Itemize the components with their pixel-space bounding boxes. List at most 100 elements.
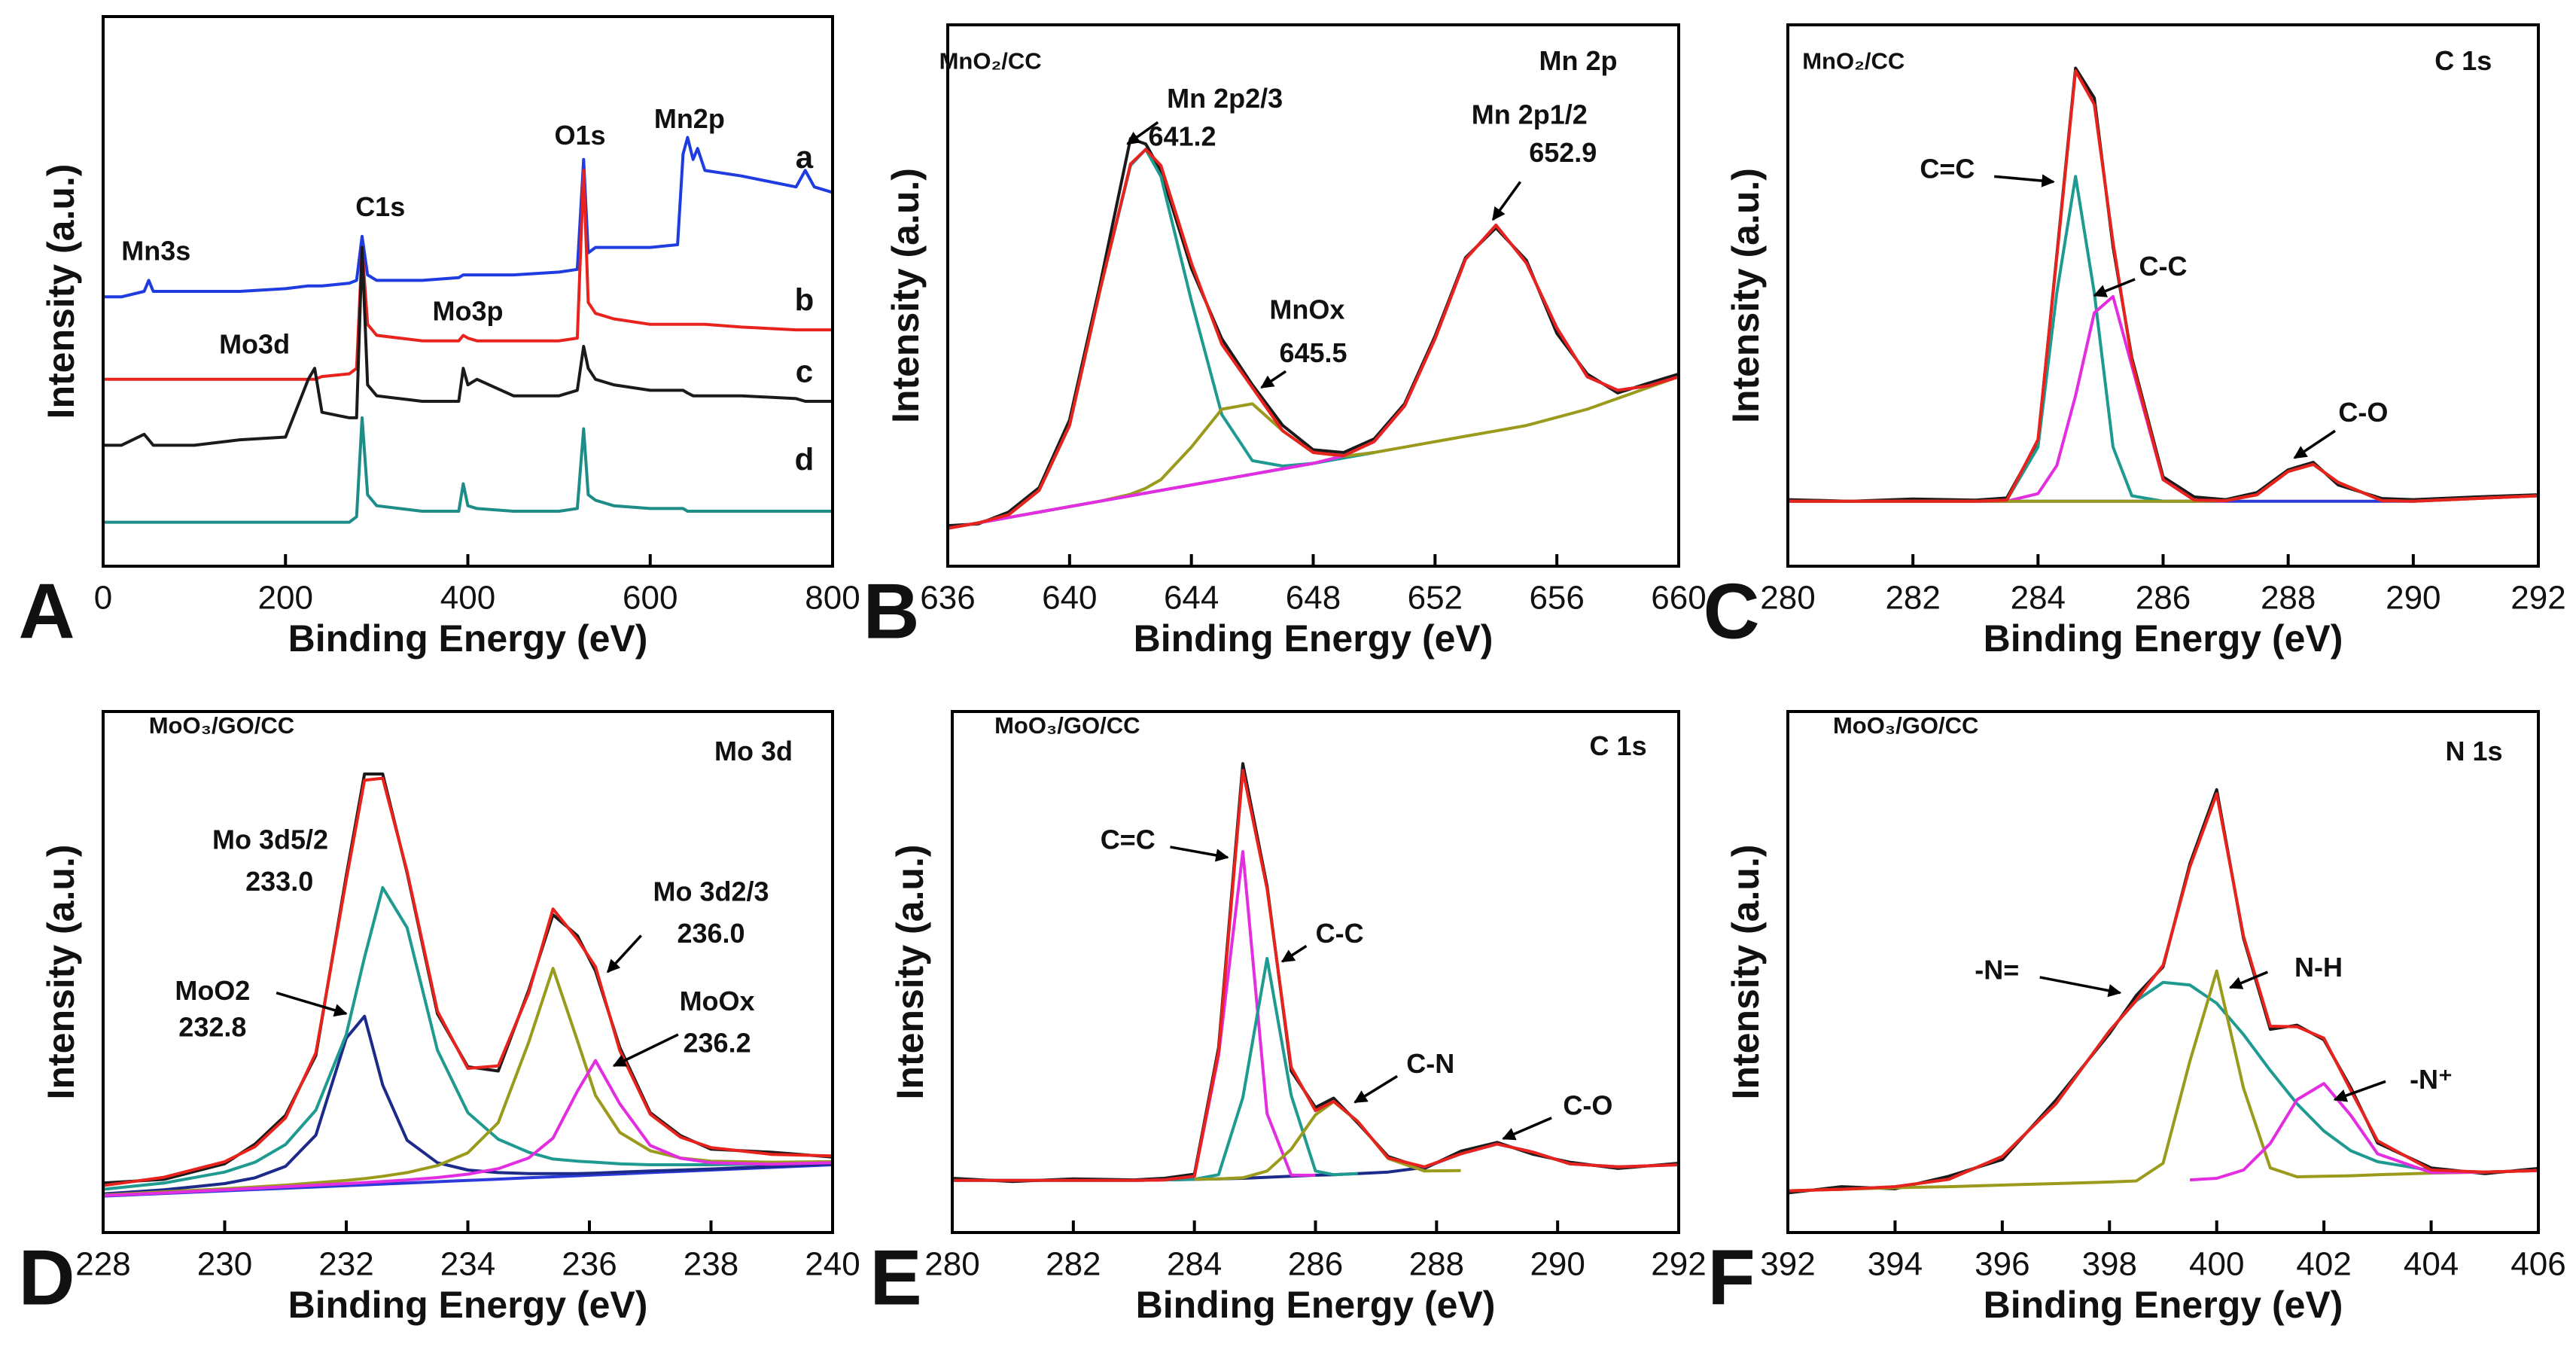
y-axis-label: Intensity (a.u.) [1725, 845, 1767, 1100]
x-tick-label: 800 [805, 580, 860, 617]
annotation: Mn 2p1/2 [1472, 99, 1588, 130]
annotation: C-O [2338, 397, 2388, 428]
annotation: MoO2 [175, 975, 250, 1006]
panel-letter: D [18, 1234, 75, 1321]
annotation: -N⁺ [2410, 1064, 2453, 1095]
annotation-arrow [1353, 1074, 1398, 1104]
x-tick-label: 292 [2511, 580, 2565, 617]
spectrum-line [1975, 175, 2194, 503]
y-axis-label: Intensity (a.u.) [885, 168, 927, 423]
annotation-arrow [1126, 120, 1159, 145]
spectrum-line [102, 1014, 833, 1196]
x-tick-label: 288 [1409, 1246, 1464, 1283]
spectrum-line [947, 224, 1679, 530]
x-tick-label: 236 [562, 1246, 617, 1283]
annotation: Mn3s [121, 235, 190, 266]
annotation: MnOx [1269, 294, 1344, 325]
spectrum-line [2189, 1082, 2539, 1182]
annotation: 233.0 [245, 866, 313, 897]
annotation-arrow [2093, 278, 2136, 297]
x-tick-label: 660 [1651, 580, 1706, 617]
spectrum-line [103, 416, 833, 524]
annotation: 652.9 [1529, 137, 1597, 168]
spectrum-line [1787, 969, 2539, 1193]
annotation: N-H [2294, 952, 2343, 983]
series-label: d [795, 441, 815, 477]
y-axis-label: Intensity (a.u.) [889, 845, 931, 1100]
annotation-arrow [1170, 846, 1229, 862]
panel-letter: E [869, 1234, 921, 1321]
spectrum-line [1787, 792, 2539, 1193]
y-axis-label: Intensity (a.u.) [40, 164, 82, 419]
annotation: Mn 2p [1539, 45, 1617, 76]
annotation: C1s [355, 191, 405, 222]
x-tick-label: 0 [94, 580, 112, 617]
x-tick-label: 280 [924, 1246, 979, 1283]
spectrum-line [952, 769, 1679, 1182]
annotation: O1s [554, 120, 605, 151]
annotation: C-C [2139, 251, 2188, 282]
annotation: C-C [1316, 918, 1364, 949]
panel-letter: C [1703, 568, 1759, 655]
annotation-arrow [1994, 174, 2055, 187]
spectrum-line [1787, 788, 2539, 1195]
x-tick-label: 600 [623, 580, 677, 617]
annotation: N 1s [2446, 736, 2503, 766]
x-tick-label: 230 [197, 1246, 252, 1283]
spectrum-line [103, 136, 833, 299]
x-tick-label: 394 [1868, 1246, 1923, 1283]
x-tick-label: 406 [2511, 1246, 2565, 1283]
x-tick-label: 290 [2386, 580, 2441, 617]
annotation: C 1s [2434, 45, 2492, 76]
spectrum-line [1134, 850, 1316, 1182]
panel-letter: A [18, 568, 75, 655]
spectrum-line [1164, 957, 1358, 1182]
x-axis-label: Binding Energy (eV) [288, 617, 648, 660]
annotation: C 1s [1590, 730, 1647, 761]
annotation: MoO₃/GO/CC [1833, 712, 1978, 739]
annotation: Mn 2p2/3 [1167, 83, 1283, 114]
spectrum-line [1787, 66, 2539, 503]
plot-frame [951, 710, 1680, 1234]
x-tick-label: 282 [1046, 1246, 1101, 1283]
annotation-arrow [1502, 1117, 1552, 1141]
annotation: 232.8 [178, 1012, 246, 1043]
x-axis-label: Binding Energy (eV) [1134, 617, 1494, 660]
annotation-arrow [1491, 181, 1522, 221]
panel-letter: F [1707, 1234, 1755, 1321]
annotation-arrow [2333, 1080, 2386, 1102]
x-tick-label: 396 [1975, 1246, 2029, 1283]
annotation: MnO₂/CC [1802, 48, 1905, 75]
x-axis-label: Binding Energy (eV) [288, 1284, 648, 1326]
spectrum-line [102, 885, 833, 1191]
x-tick-label: 238 [684, 1246, 738, 1283]
x-tick-label: 284 [2011, 580, 2066, 617]
y-axis-label: Intensity (a.u.) [40, 845, 82, 1100]
x-tick-label: 286 [2136, 580, 2191, 617]
spectrum-line [1975, 294, 2226, 503]
annotation: C=C [1920, 154, 1975, 184]
annotation: 236.2 [684, 1027, 751, 1058]
annotation-arrow [606, 934, 642, 974]
x-axis-label: Binding Energy (eV) [1984, 617, 2343, 660]
annotation: 645.5 [1279, 337, 1347, 368]
x-tick-label: 290 [1530, 1246, 1585, 1283]
x-tick-label: 656 [1529, 580, 1584, 617]
x-tick-label: 636 [920, 580, 975, 617]
annotation: 641.2 [1148, 121, 1216, 152]
plot-frame [1786, 710, 2540, 1234]
annotation: Mo 3d5/2 [212, 824, 328, 855]
x-tick-label: 652 [1408, 580, 1463, 617]
x-tick-label: 232 [318, 1246, 373, 1283]
annotation: MoOx [680, 986, 755, 1016]
annotation: C=C [1101, 824, 1156, 855]
annotation: MoO₃/GO/CC [994, 712, 1140, 739]
annotation-arrow [2039, 976, 2122, 998]
spectrum-line [102, 776, 833, 1187]
annotation-arrow [1280, 944, 1308, 963]
annotation-arrow [2228, 971, 2269, 989]
spectrum-line [1788, 69, 2539, 503]
series-label: a [796, 139, 814, 175]
annotation: Mo 3d [714, 736, 793, 766]
